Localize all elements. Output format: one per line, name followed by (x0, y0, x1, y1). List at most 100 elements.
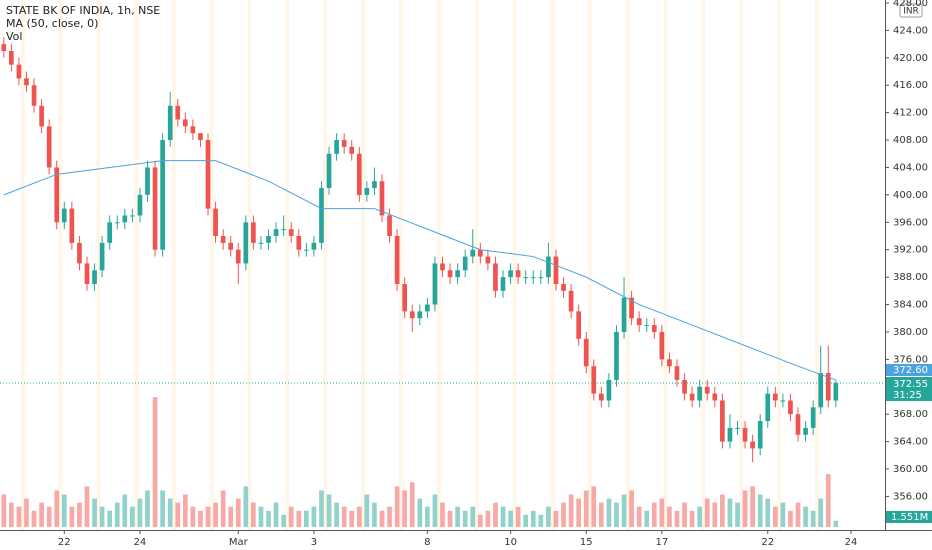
y-tick-label: 384.00 (893, 300, 928, 311)
volume-bar (704, 498, 710, 527)
volume-bar (137, 498, 143, 527)
candle-body (167, 105, 173, 141)
x-tick-label: 24 (134, 537, 147, 548)
candle-body (175, 105, 181, 120)
candle-body (409, 311, 415, 319)
price-tag-label: 372.55 (893, 379, 928, 390)
candle-body (24, 78, 29, 86)
volume-bar (1, 494, 7, 527)
session-band (361, 0, 366, 530)
volume-bar (152, 397, 158, 527)
candle-body (500, 277, 506, 291)
volume-bar (266, 510, 271, 527)
candle-body (341, 140, 347, 147)
candle-body (780, 400, 786, 402)
y-tick-label: 360.00 (893, 464, 928, 475)
candle-body (493, 263, 498, 291)
candle-body (833, 383, 839, 401)
candle-body (417, 311, 423, 319)
candle-body (9, 50, 14, 65)
candle-body (515, 270, 521, 278)
volume-bar (720, 494, 725, 527)
candle-body (190, 126, 196, 134)
volume-bar (84, 486, 90, 527)
y-tick-label: 404.00 (893, 162, 928, 173)
candle-body (508, 270, 513, 278)
volume-bar (674, 510, 680, 527)
volume-bar (92, 498, 97, 527)
candle-body (614, 331, 619, 380)
volume-tag (886, 511, 932, 523)
candle-body (213, 208, 218, 237)
volume-bar (614, 502, 619, 527)
session-band (777, 0, 782, 530)
candle-body (644, 325, 650, 327)
volume-bar (213, 502, 218, 527)
volume-bar (523, 514, 529, 527)
volume-bar (198, 510, 203, 527)
candle-body (440, 263, 445, 271)
candle-body (674, 366, 680, 380)
volume-bar (825, 474, 831, 527)
volume-bar (432, 494, 438, 527)
candle-body (735, 427, 740, 429)
volume-bar (341, 506, 347, 527)
session-band (588, 0, 592, 530)
candle-body (243, 222, 249, 264)
candle-body (651, 325, 657, 332)
volume-bar (281, 514, 286, 527)
candle-body (92, 270, 97, 284)
volume-bar (122, 494, 128, 527)
candle-body (599, 393, 604, 401)
candle-body (402, 283, 408, 312)
volume-bar (326, 494, 332, 527)
candle-body (182, 119, 188, 127)
volume-bar (500, 506, 506, 527)
candle-body (818, 373, 824, 408)
volume-bar (402, 490, 408, 527)
candle-body (304, 249, 309, 251)
currency-box[interactable] (899, 3, 923, 18)
session-band (209, 0, 214, 530)
candle-body (825, 373, 831, 401)
ma-line (3, 160, 837, 381)
y-tick-label: 368.00 (893, 409, 928, 420)
volume-bar (372, 502, 377, 527)
volume-bar (788, 510, 793, 527)
candle-body (530, 277, 536, 279)
candle-body (682, 379, 687, 394)
candle-body (31, 85, 37, 106)
candle-body (477, 249, 483, 257)
volume-bar (636, 506, 642, 527)
volume-bar (629, 490, 634, 527)
volume-bar (470, 506, 476, 527)
y-tick-label: 428.00 (893, 0, 928, 9)
candle-body (39, 105, 44, 127)
candle-body (16, 64, 22, 79)
candle-body (606, 379, 612, 401)
volume-bar (750, 486, 755, 527)
x-tick-label: 22 (761, 537, 774, 548)
candle-body (697, 386, 703, 401)
y-tick-label: 408.00 (893, 135, 928, 146)
session-band (285, 0, 290, 530)
candle-body (334, 140, 339, 154)
x-tick-label: Mar (229, 537, 249, 548)
volume-bar (477, 514, 483, 527)
candle-body (447, 270, 453, 278)
volume-bar (818, 498, 824, 527)
volume-bar (31, 510, 37, 527)
candle-body (61, 208, 67, 223)
volume-bar (190, 506, 196, 527)
volume-bar (364, 494, 370, 527)
candle-body (425, 304, 430, 312)
y-tick-label: 420.00 (893, 53, 928, 64)
candle-body (296, 236, 302, 250)
volume-bar (16, 506, 22, 527)
volume-bar (659, 498, 665, 527)
candle-body (235, 249, 241, 264)
session-band (398, 0, 403, 530)
candle-body (795, 414, 801, 435)
volume-bar (296, 510, 302, 527)
